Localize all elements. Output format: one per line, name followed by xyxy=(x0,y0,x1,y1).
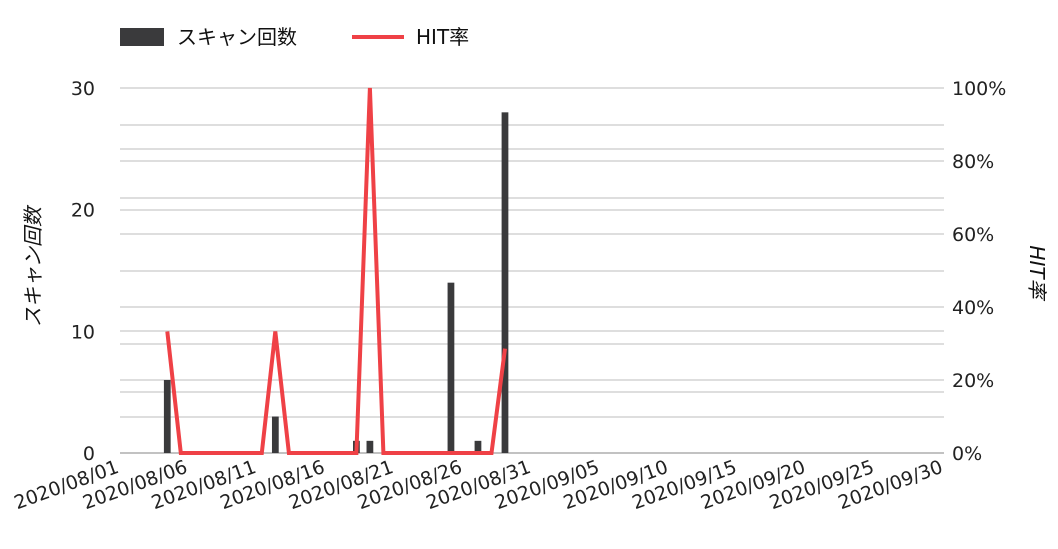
scan-count-bar xyxy=(271,416,279,453)
scan-count-bar xyxy=(447,282,455,453)
legend-swatch-scan-count xyxy=(120,28,164,46)
legend-label-scan-count: スキャン回数 xyxy=(177,25,297,49)
scan-count-bar xyxy=(163,380,171,453)
y-left-axis-ticks: 0 10 20 30 xyxy=(71,78,95,465)
y-left-tick-label: 20 xyxy=(71,200,95,222)
hit-rate-line xyxy=(165,87,507,455)
scan-count-bar xyxy=(501,112,509,453)
y-right-tick-label: 80% xyxy=(952,151,994,173)
y-right-tick-label: 20% xyxy=(952,370,994,392)
y-left-tick-label: 30 xyxy=(71,78,95,100)
y-right-tick-label: 60% xyxy=(952,224,994,246)
y-right-tick-label: 100% xyxy=(952,78,1006,100)
y-right-tick-label: 0% xyxy=(952,443,982,465)
y-right-axis-title: HIT率 xyxy=(1025,245,1049,301)
y-left-axis-title: スキャン回数 xyxy=(21,204,45,327)
hit-rate-series xyxy=(165,87,507,455)
x-axis-ticks: 2020/08/012020/08/062020/08/112020/08/16… xyxy=(11,456,945,514)
y-right-axis-ticks: 0% 20% 40% 60% 80% 100% xyxy=(952,78,1006,465)
y-left-tick-label: 0 xyxy=(83,443,95,465)
legend: スキャン回数 HIT率 xyxy=(120,25,469,49)
scan-count-bar xyxy=(366,440,374,453)
y-left-tick-label: 10 xyxy=(71,321,95,343)
scan-count-bars xyxy=(163,112,509,453)
y-right-tick-label: 40% xyxy=(952,297,994,319)
scan-count-bar xyxy=(474,440,482,453)
legend-label-hit-rate: HIT率 xyxy=(416,25,469,49)
gridlines xyxy=(120,87,944,454)
